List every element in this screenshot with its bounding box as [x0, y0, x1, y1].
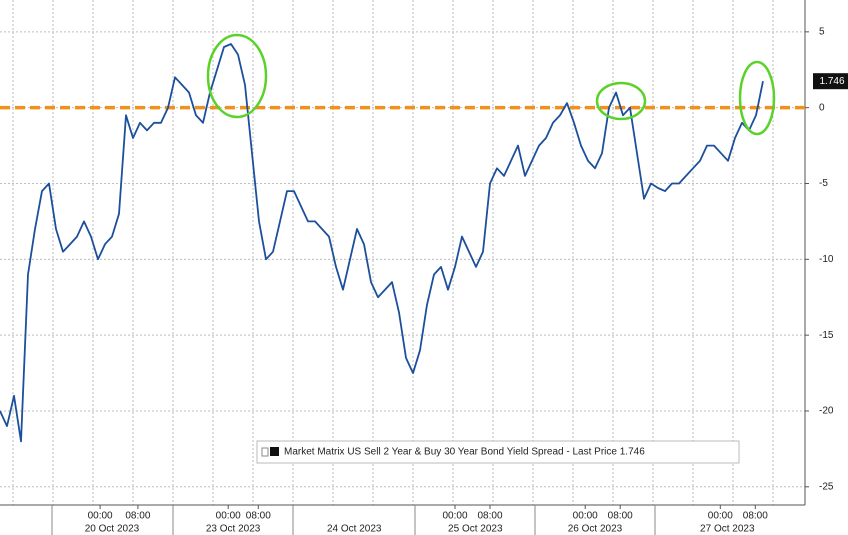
- highlight-circle: [595, 81, 647, 121]
- y-tick-label: 5: [819, 26, 825, 37]
- overlay: [206, 33, 776, 136]
- x-tick-label: 08:00: [246, 511, 271, 522]
- legend-swatch: [270, 447, 279, 456]
- date-label: 26 Oct 2023: [568, 524, 623, 535]
- date-label: 27 Oct 2023: [700, 524, 755, 535]
- last-price-label: 1.746: [819, 76, 844, 87]
- x-tick-label: 00:00: [88, 511, 113, 522]
- y-tick-label: -5: [819, 178, 828, 189]
- date-label: 20 Oct 2023: [85, 524, 140, 535]
- x-tick-label: 08:00: [608, 511, 633, 522]
- date-label: 24 Oct 2023: [327, 524, 382, 535]
- x-tick-label: 08:00: [477, 511, 502, 522]
- y-tick-label: -20: [819, 406, 834, 417]
- x-tick-label: 00:00: [442, 511, 467, 522]
- legend-icon: [261, 447, 269, 457]
- legend-text: Market Matrix US Sell 2 Year & Buy 30 Ye…: [284, 447, 645, 458]
- plot: 1.746: [0, 43, 848, 443]
- x-tick-label: 00:00: [708, 511, 733, 522]
- highlight-circle: [738, 60, 776, 136]
- legend-box: [256, 440, 740, 464]
- date-label: 25 Oct 2023: [448, 524, 503, 535]
- y-tick-label: -25: [819, 481, 834, 492]
- series-line: [0, 43, 764, 443]
- y-tick-label: -15: [819, 330, 834, 341]
- x-tick-label: 00:00: [573, 511, 598, 522]
- x-tick-label: 08:00: [743, 511, 768, 522]
- x-tick-label: 08:00: [125, 511, 150, 522]
- y-tick-label: 0: [819, 102, 825, 113]
- date-label: 23 Oct 2023: [206, 524, 261, 535]
- highlight-circle: [206, 33, 268, 119]
- legend: Market Matrix US Sell 2 Year & Buy 30 Ye…: [256, 440, 740, 464]
- last-price-box: [813, 73, 848, 90]
- y-tick-label: -10: [819, 254, 834, 265]
- x-tick-label: 00:00: [216, 511, 241, 522]
